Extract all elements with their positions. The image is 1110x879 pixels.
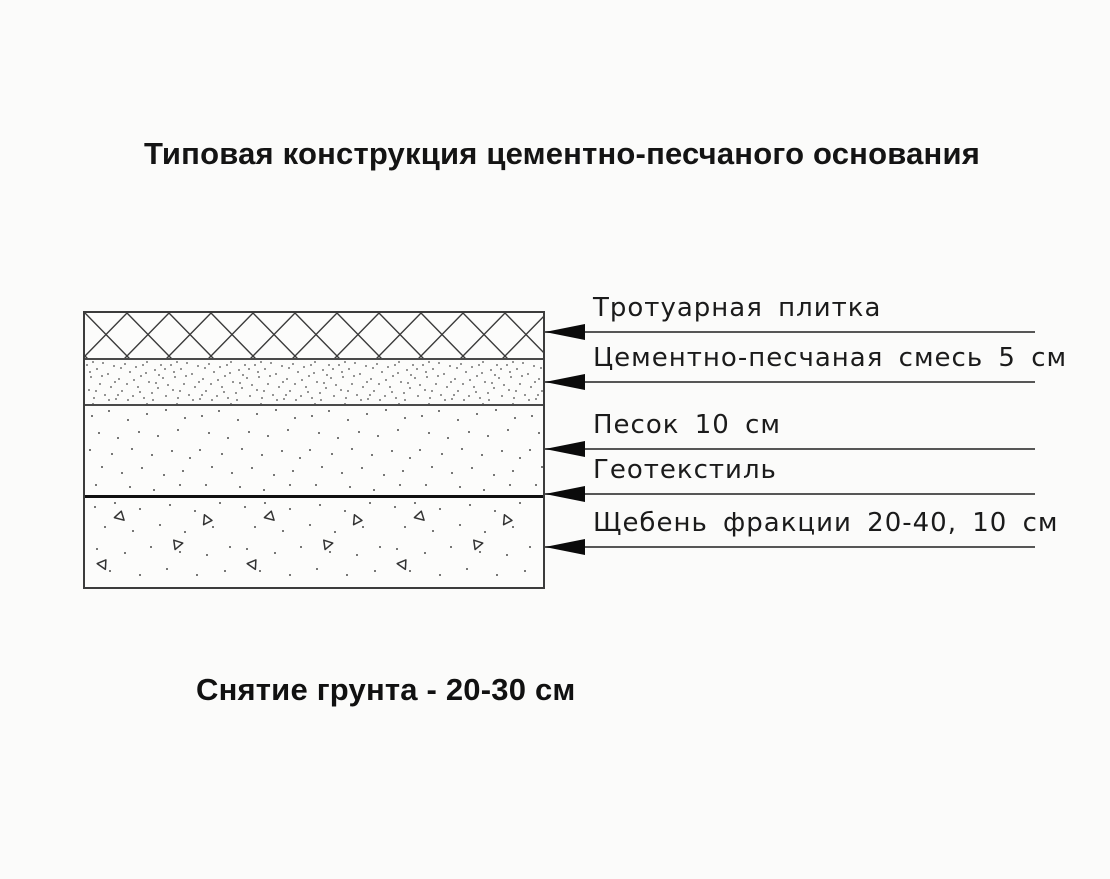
diagram-title: Типовая конструкция цементно-песчаного о… xyxy=(143,136,981,171)
arrowhead-icon xyxy=(545,324,585,340)
geotextile-line xyxy=(85,495,543,498)
layer-paving-tiles xyxy=(85,313,543,360)
callout-label: Песок 10 см xyxy=(593,410,781,440)
callout-label: Тротуарная плитка xyxy=(593,293,882,323)
dense-stipple-pattern xyxy=(85,360,543,404)
callout-label: Щебень фракции 20-40, 10 см xyxy=(593,508,1059,538)
layer-sand xyxy=(85,406,543,495)
callout-label: Цементно-песчаная смесь 5 см xyxy=(593,343,1068,373)
crosshatch-pattern xyxy=(85,313,543,358)
layer-cement-sand-mix xyxy=(85,360,543,406)
arrowhead-icon xyxy=(545,486,585,502)
footer-note: Снятие грунта - 20-30 см xyxy=(196,672,576,707)
cross-section-box xyxy=(83,311,545,589)
callout-label: Геотекстиль xyxy=(593,455,777,485)
leader-line xyxy=(545,448,1035,450)
sparse-stipple-pattern xyxy=(85,406,543,495)
leader-line xyxy=(545,493,1035,495)
leader-line xyxy=(545,331,1035,333)
leader-line xyxy=(545,546,1035,548)
leader-line xyxy=(545,381,1035,383)
layer-crushed-stone xyxy=(85,498,543,587)
arrowhead-icon xyxy=(545,374,585,390)
gravel-pattern xyxy=(85,498,543,587)
arrowhead-icon xyxy=(545,539,585,555)
arrowhead-icon xyxy=(545,441,585,457)
